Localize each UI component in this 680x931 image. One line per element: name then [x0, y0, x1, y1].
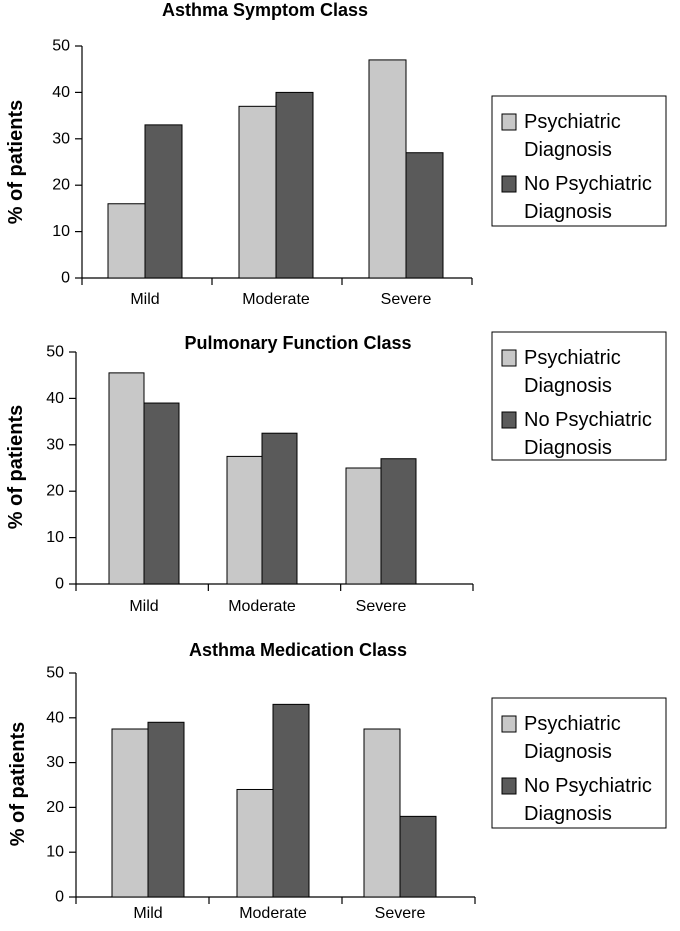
bar-psychiatric — [238, 105, 277, 279]
bar-no-psychiatric — [144, 124, 183, 279]
legend-swatch — [501, 175, 517, 193]
legend-box — [491, 331, 667, 461]
bar-psychiatric — [226, 455, 263, 585]
bar-no-psychiatric — [261, 432, 298, 585]
bar-no-psychiatric — [147, 721, 185, 898]
y-axis-title: % of patients — [7, 722, 29, 846]
bar-no-psychiatric — [272, 703, 310, 898]
x-category-label: Moderate — [228, 598, 296, 615]
y-axis-title: % of patients — [5, 405, 27, 529]
y-tick-label: 50 — [46, 344, 64, 361]
y-tick-label: 20 — [46, 799, 64, 816]
bar-no-psychiatric — [380, 458, 417, 585]
legend: Psychiatric Diagnosis No Psychiatric Diagno… — [491, 331, 667, 461]
legend-swatch — [501, 349, 517, 367]
bar-psychiatric — [345, 467, 382, 585]
y-tick-label: 10 — [52, 223, 70, 240]
y-tick-label: 10 — [46, 529, 64, 546]
legend-label-line2: Diagnosis — [524, 741, 612, 763]
legend-box — [491, 95, 667, 227]
x-category-label: Severe — [375, 905, 426, 922]
chart-panel: Pulmonary Function Class % of patients 0 10… — [5, 331, 667, 615]
legend-swatch — [501, 411, 517, 429]
bar-no-psychiatric — [143, 402, 180, 585]
bar-psychiatric — [363, 728, 401, 898]
bar-psychiatric — [108, 372, 145, 585]
bar-psychiatric — [107, 203, 146, 279]
x-category-label: Severe — [356, 598, 407, 615]
x-category-label: Moderate — [239, 905, 307, 922]
chart-title: Asthma Symptom Class — [162, 0, 368, 20]
legend-label-line2: Diagnosis — [524, 375, 612, 397]
legend-label-line2: Diagnosis — [524, 139, 612, 161]
x-category-label: Moderate — [242, 291, 310, 308]
y-tick-label: 30 — [46, 754, 64, 771]
y-tick-label: 20 — [52, 177, 70, 194]
y-tick-label: 50 — [52, 38, 70, 55]
legend-swatch — [501, 715, 517, 733]
legend-label-line1: Psychiatric — [524, 111, 621, 133]
legend-label-line1: No Psychiatric — [524, 775, 652, 797]
legend-label-line1: No Psychiatric — [524, 173, 652, 195]
x-category-label: Severe — [381, 291, 432, 308]
chart-title: Asthma Medication Class — [189, 640, 407, 660]
y-tick-label: 40 — [52, 84, 70, 101]
y-axis-title: % of patients — [5, 100, 27, 224]
y-tick-label: 50 — [46, 665, 64, 682]
y-tick-label: 40 — [46, 709, 64, 726]
y-tick-label: 40 — [46, 390, 64, 407]
chart-panel: Asthma Symptom Class % of patients 0 10 20 30… — [5, 0, 667, 308]
y-tick-label: 0 — [61, 270, 70, 287]
y-tick-label: 30 — [46, 436, 64, 453]
y-tick-label: 0 — [55, 576, 64, 593]
y-tick-label: 30 — [52, 130, 70, 147]
legend: Psychiatric Diagnosis No Psychiatric Diagno… — [491, 697, 667, 829]
x-category-label: Mild — [133, 905, 162, 922]
legend-label-line2: Diagnosis — [524, 201, 612, 223]
legend-label-line1: No Psychiatric — [524, 409, 652, 431]
y-tick-label: 0 — [55, 889, 64, 906]
bar-no-psychiatric — [399, 815, 437, 898]
bar-no-psychiatric — [275, 91, 314, 279]
legend-label-line2: Diagnosis — [524, 437, 612, 459]
bar-psychiatric — [368, 59, 407, 279]
legend-swatch — [501, 113, 517, 131]
bar-psychiatric — [236, 788, 274, 898]
y-tick-label: 20 — [46, 483, 64, 500]
x-category-label: Mild — [129, 598, 158, 615]
bar-no-psychiatric — [405, 152, 444, 279]
chart-title: Pulmonary Function Class — [184, 333, 411, 353]
legend-swatch — [501, 777, 517, 795]
chart-panel: Asthma Medication Class % of patients 0 10 2… — [7, 640, 667, 922]
legend-label-line1: Psychiatric — [524, 347, 621, 369]
legend-box — [491, 697, 667, 829]
x-category-label: Mild — [130, 291, 159, 308]
y-tick-label: 10 — [46, 844, 64, 861]
bar-psychiatric — [111, 728, 149, 898]
legend-label-line2: Diagnosis — [524, 803, 612, 825]
legend: Psychiatric Diagnosis No Psychiatric Diagno… — [491, 95, 667, 227]
legend-label-line1: Psychiatric — [524, 713, 621, 735]
